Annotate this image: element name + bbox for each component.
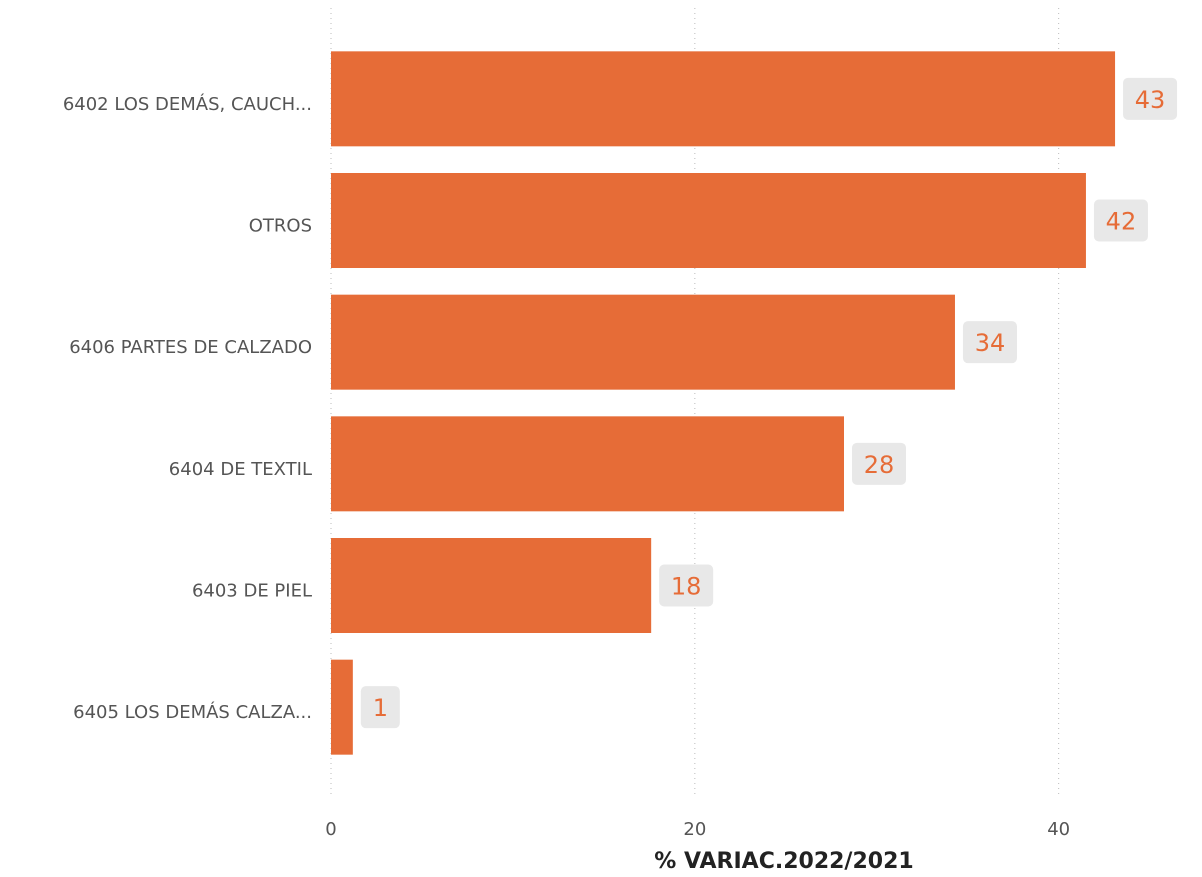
x-tick-label: 20 [683,819,706,840]
data-label-box [360,686,400,729]
y-tick-label: 6403 DE PIEL [192,581,312,602]
data-label: 18 [671,573,702,601]
data-label-box [962,321,1017,364]
data-label: 42 [1106,208,1137,236]
bar [331,659,353,755]
y-tick-label: 6405 LOS DEMÁS CALZA... [73,701,312,723]
bar [331,51,1116,147]
bar [331,538,652,633]
data-label: 34 [975,329,1006,357]
x-tick-label: 40 [1047,819,1070,840]
y-tick-label: 6402 LOS DEMÁS, CAUCH... [63,93,312,115]
x-axis-title: % VARIAC.2022/2021 [654,849,913,874]
data-label: 43 [1135,86,1166,114]
y-tick-label: 6404 DE TEXTIL [169,459,312,480]
data-label-box [852,442,906,485]
data-label: 1 [373,694,388,722]
bar [331,173,1086,268]
y-tick-label: OTROS [249,216,312,237]
y-tick-label: 6406 PARTES DE CALZADO [69,337,312,358]
data-label: 28 [864,451,895,479]
data-label-box [659,564,714,607]
data-label-box [1093,199,1148,242]
data-label-box [1123,77,1178,120]
x-tick-label: 0 [325,819,336,840]
bar [331,294,955,390]
bar [331,416,844,512]
